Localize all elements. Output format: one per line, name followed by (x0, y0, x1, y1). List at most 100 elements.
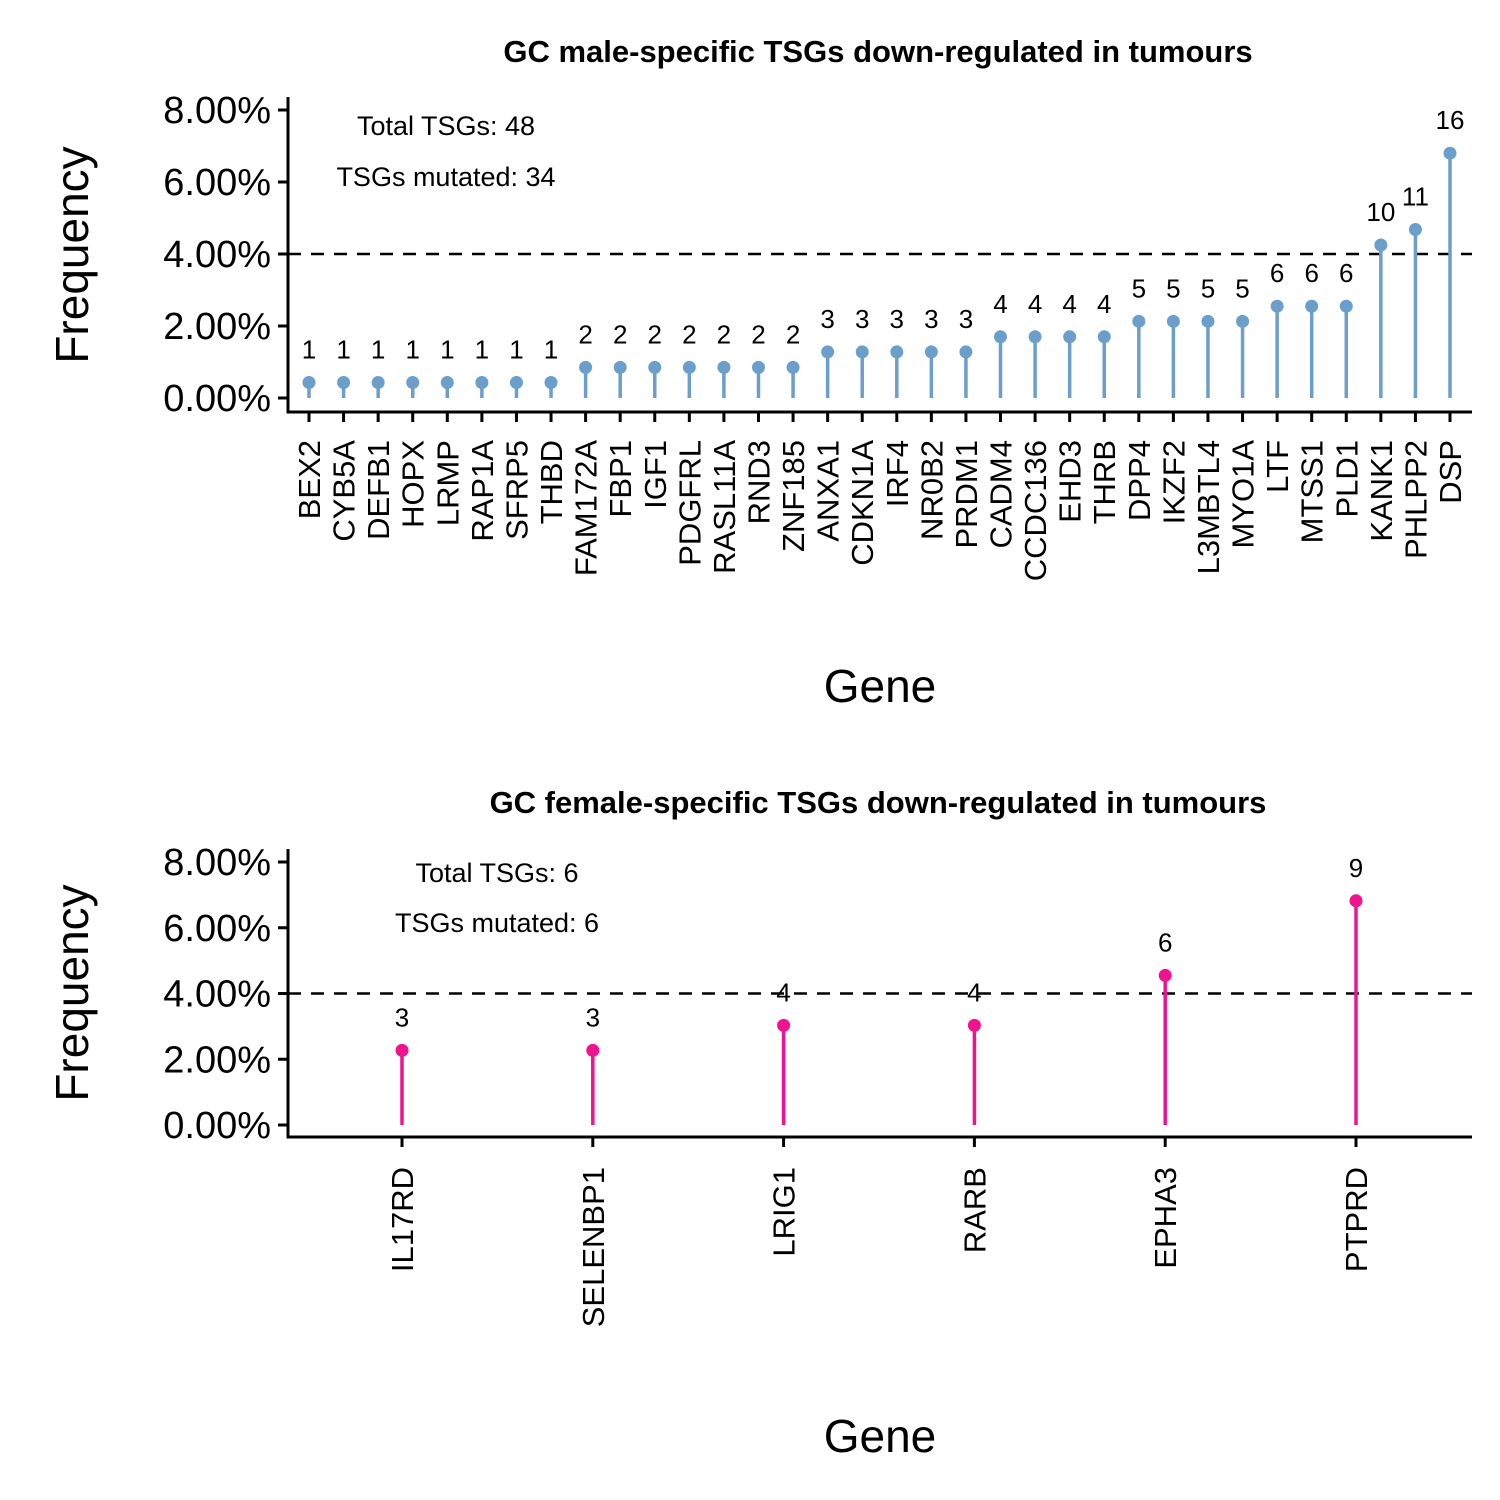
female-lollipop-chart: GC female-specific TSGs down-regulated i… (46, 785, 1472, 1462)
y-tick-label: 2.00% (163, 1039, 271, 1081)
data-label: 1 (544, 335, 558, 365)
gene-label: IRF4 (880, 440, 915, 507)
data-label: 4 (1028, 289, 1042, 319)
lollipop-point (1063, 330, 1077, 344)
male-lollipop-chart: GC male-specific TSGs down-regulated in … (46, 34, 1472, 712)
gene-label: PRDM1 (949, 440, 984, 549)
lollipop-point (1339, 299, 1353, 313)
lollipop-point (440, 376, 454, 390)
gene-label: THBD (534, 440, 569, 524)
data-label: 2 (682, 319, 696, 349)
gene-label: BEX2 (292, 440, 327, 519)
lollipop-point (1097, 330, 1111, 344)
data-label: 6 (1339, 258, 1353, 288)
data-label: 4 (1097, 289, 1111, 319)
lollipop-point (648, 360, 662, 374)
y-tick-label: 2.00% (163, 306, 271, 348)
y-tick-label: 6.00% (163, 908, 271, 950)
gene-label: DEFB1 (361, 440, 396, 540)
lollipop-point (786, 360, 800, 374)
data-label: 11 (1402, 182, 1429, 212)
gene-label: RARB (957, 1167, 992, 1253)
gene-label: IL17RD (385, 1167, 420, 1272)
lollipop-point (777, 1018, 791, 1032)
lollipop-point (1408, 223, 1422, 237)
y-tick-label: 6.00% (163, 162, 271, 204)
gene-label: L3MBTL4 (1191, 440, 1226, 574)
lollipop-point (406, 376, 420, 390)
gene-label: CYB5A (327, 440, 362, 542)
data-label: 2 (717, 319, 731, 349)
lollipop-point (959, 345, 973, 359)
lollipop-point (1132, 314, 1146, 328)
chart-title: GC female-specific TSGs down-regulated i… (490, 785, 1267, 820)
lollipop-point (751, 360, 765, 374)
data-label: 2 (751, 319, 765, 349)
data-label: 4 (1062, 289, 1076, 319)
y-axis-label: Frequency (46, 884, 98, 1101)
gene-label: EHD3 (1053, 440, 1088, 523)
y-axis-label: Frequency (46, 146, 98, 363)
tsgs-mutated-annotation: TSGs mutated: 6 (395, 908, 599, 938)
lollipop-point (1158, 968, 1172, 982)
lollipop-point (1305, 299, 1319, 313)
gene-label: PTPRD (1339, 1167, 1374, 1272)
lollipop-point (1374, 238, 1388, 252)
gene-label: LTF (1260, 440, 1295, 493)
gene-label: SFRP5 (499, 440, 534, 540)
gene-label: HOPX (396, 440, 431, 528)
y-tick-label: 8.00% (163, 90, 271, 132)
gene-label: FBP1 (603, 440, 638, 518)
data-label: 5 (1235, 273, 1249, 303)
plot-marks: 0.00% 2.00% 4.00% 6.00% 8.00% 1 BEX2 1 CYB5A 1 DEF… (163, 90, 1472, 581)
lollipop-point (509, 376, 523, 390)
data-label: 3 (586, 1002, 600, 1032)
gene-label: NR0B2 (914, 440, 949, 540)
total-tsgs-annotation: Total TSGs: 48 (357, 111, 535, 141)
gene-label: LRMP (430, 440, 465, 526)
lollipop-point (613, 360, 627, 374)
lollipop-point (586, 1043, 600, 1057)
data-label: 1 (302, 335, 316, 365)
lollipop-point (337, 376, 351, 390)
x-axis-label: Gene (824, 1410, 937, 1462)
data-label: 2 (648, 319, 662, 349)
data-label: 10 (1366, 197, 1395, 227)
data-label: 16 (1436, 105, 1465, 135)
gene-label: DSP (1433, 440, 1468, 504)
gene-label: THRB (1087, 440, 1122, 524)
data-label: 1 (509, 335, 523, 365)
lollipop-point (1166, 314, 1180, 328)
lollipop-point (967, 1018, 981, 1032)
gene-label: CCDC136 (1018, 440, 1053, 581)
data-label: 3 (890, 304, 904, 334)
gene-label: LRIG1 (767, 1167, 802, 1257)
lollipop-point (717, 360, 731, 374)
lollipop-point (395, 1043, 409, 1057)
gene-label: CDKN1A (845, 440, 880, 566)
lollipop-point (890, 345, 904, 359)
y-tick-label: 8.00% (163, 842, 271, 884)
data-label: 2 (786, 319, 800, 349)
data-label: 5 (1201, 273, 1215, 303)
data-label: 4 (993, 289, 1007, 319)
lollipop-point (821, 345, 835, 359)
gene-label: PLD1 (1329, 440, 1364, 518)
gene-label: RND3 (741, 440, 776, 524)
data-label: 6 (1304, 258, 1318, 288)
data-label: 4 (967, 977, 981, 1007)
tsgs-mutated-annotation: TSGs mutated: 34 (336, 162, 555, 192)
gene-label: PHLPP2 (1398, 440, 1433, 559)
data-label: 9 (1349, 853, 1363, 883)
gene-label: SELENBP1 (576, 1167, 611, 1327)
gene-label: IGF1 (638, 440, 673, 509)
data-label: 5 (1132, 273, 1146, 303)
gene-label: ZNF185 (776, 440, 811, 552)
data-label: 1 (405, 335, 419, 365)
data-label: 3 (855, 304, 869, 334)
gene-label: DPP4 (1122, 440, 1157, 521)
gene-label: ANXA1 (811, 440, 846, 542)
lollipop-point (1201, 314, 1215, 328)
gene-label: CADM4 (984, 440, 1019, 549)
gene-label: FAM172A (569, 440, 604, 576)
